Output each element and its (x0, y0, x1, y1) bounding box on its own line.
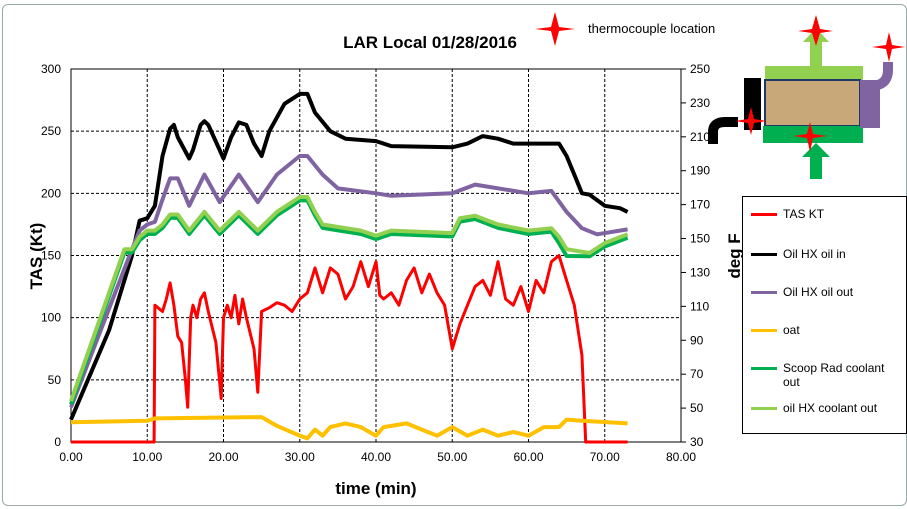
x-tick-label: 0.00 (59, 450, 83, 464)
y2-tick-label: 70 (690, 367, 704, 381)
y-tick-label: 200 (41, 186, 61, 200)
y-tick-label: 100 (41, 311, 61, 325)
y-axis-label: TAS (Kt) (27, 223, 46, 290)
y-tick-label: 300 (41, 62, 61, 76)
series-line-oil-hx-coolant-out (69, 195, 629, 402)
legend-swatch (751, 213, 777, 216)
series-line-oat (70, 415, 628, 441)
x-axis-label: time (min) (335, 479, 416, 498)
y2-tick-label: 170 (690, 198, 710, 212)
legend-swatch (751, 253, 777, 256)
y2-tick-label: 90 (690, 333, 704, 347)
y2-tick-label: 210 (690, 130, 710, 144)
y-tick-label: 50 (48, 373, 62, 387)
y2-tick-label: 130 (690, 265, 710, 279)
heat-exchanger-diagram (708, 15, 905, 179)
thermocouple-star-icon (798, 15, 833, 46)
x-tick-label: 60.00 (513, 450, 543, 464)
chart-title: LAR Local 01/28/2016 (343, 33, 517, 52)
y2-tick-label: 50 (690, 401, 704, 415)
legend-label: Oil HX oil out (783, 285, 854, 299)
legend-swatch (751, 367, 777, 370)
y-tick-label: 0 (54, 435, 61, 449)
thermocouple-star-icon (735, 107, 767, 135)
y2-tick-label: 190 (690, 164, 710, 178)
x-tick-label: 40.00 (361, 450, 391, 464)
x-tick-label: 20.00 (208, 450, 238, 464)
series-line-oil-hx-oil-in (69, 91, 629, 421)
y-tick-label: 150 (41, 249, 61, 263)
chart-legend: TAS KT Oil HX oil in Oil HX oil out oat … (742, 196, 907, 434)
legend-label: Scoop Rad coolant out (783, 361, 885, 389)
legend-label: TAS KT (783, 207, 825, 221)
x-tick-label: 30.00 (285, 450, 315, 464)
x-tick-label: 50.00 (437, 450, 467, 464)
thermocouple-star-icon (793, 122, 827, 152)
x-tick-label: 70.00 (590, 450, 620, 464)
legend-label: oat (783, 323, 800, 337)
y2-tick-label: 110 (690, 299, 709, 313)
thermocouple-star-icon (872, 32, 905, 62)
legend-item: Scoop Rad coolant out (751, 361, 901, 389)
y-tick-label: 250 (41, 124, 61, 138)
legend-label: oil HX coolant out (783, 401, 878, 415)
series-line-oil-hx-oil-out (69, 154, 628, 408)
y2-tick-label: 30 (690, 435, 704, 449)
y2-axis-label: deg F (725, 233, 744, 278)
y2-tick-label: 250 (690, 62, 710, 76)
series-line-tas-kt (71, 254, 628, 444)
thermocouple-legend-star-icon (535, 12, 575, 46)
legend-swatch (751, 329, 777, 332)
legend-label: Oil HX oil in (783, 247, 846, 261)
legend-item: TAS KT (751, 207, 824, 221)
legend-swatch (751, 291, 777, 294)
x-tick-label: 80.00 (666, 450, 696, 464)
y2-tick-label: 230 (690, 96, 710, 110)
legend-item: oat (751, 323, 800, 337)
legend-item: Oil HX oil out (751, 285, 853, 299)
legend-item: Oil HX oil in (751, 247, 846, 261)
legend-swatch (751, 407, 777, 410)
y2-tick-label: 150 (690, 232, 710, 246)
x-tick-label: 10.00 (132, 450, 162, 464)
thermocouple-annotation: thermocouple location (588, 21, 715, 36)
legend-item: oil HX coolant out (751, 401, 877, 415)
